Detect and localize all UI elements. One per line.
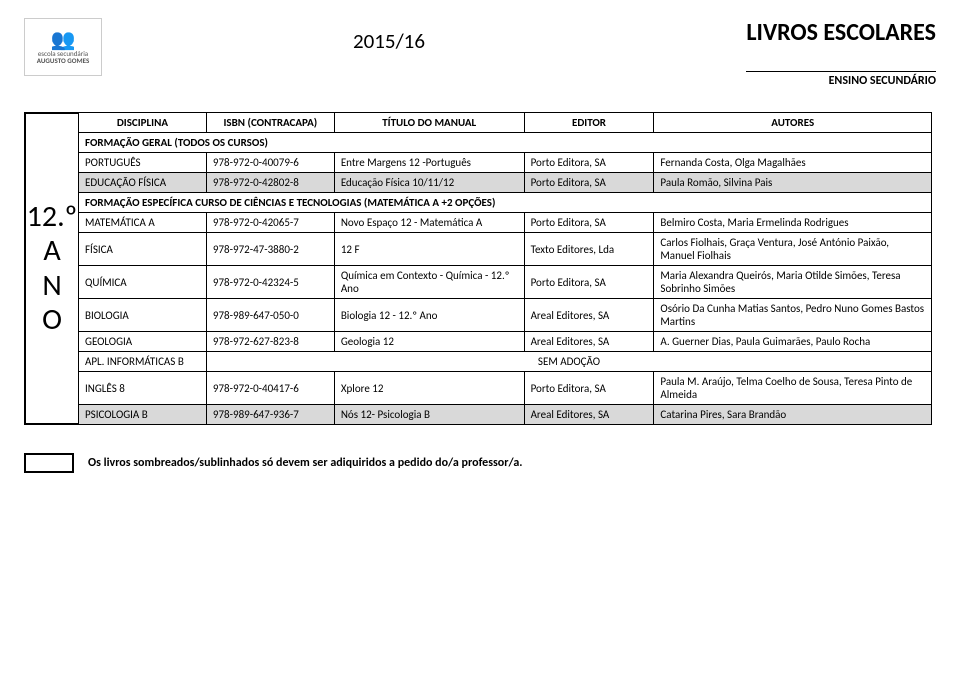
legend-swatch: [24, 453, 74, 473]
cell-disc: APL. INFORMÁTICAS B: [79, 352, 207, 372]
cell-disc: MATEMÁTICA A: [79, 213, 207, 233]
cell-editor: Porto Editora, SA: [524, 153, 654, 173]
cell-titulo: Biologia 12 - 12.º Ano: [334, 299, 524, 332]
grade-letter-o: O: [42, 303, 62, 338]
cell-isbn: 978-972-47-3880-2: [206, 233, 334, 266]
cell-titulo: Geologia 12: [334, 332, 524, 352]
col-isbn: ISBN (CONTRACAPA): [206, 113, 334, 133]
cell-disc: EDUCAÇÃO FÍSICA: [79, 173, 207, 193]
page-subtitle: ENSINO SECUNDÁRIO: [746, 71, 936, 88]
cell-editor: Porto Editora, SA: [524, 173, 654, 193]
cell-editor: Porto Editora, SA: [524, 213, 654, 233]
row-matematica: MATEMÁTICA A 978-972-0-42065-7 Novo Espa…: [79, 213, 932, 233]
grade-letter-n: N: [42, 269, 61, 304]
cell-editor: Areal Editores, SA: [524, 332, 654, 352]
cell-editor: Porto Editora, SA: [524, 266, 654, 299]
cell-titulo: Entre Margens 12 -Português: [334, 153, 524, 173]
cell-titulo: Xplore 12: [334, 372, 524, 405]
cell-isbn: 978-972-627-823-8: [206, 332, 334, 352]
cell-disc: PORTUGUÊS: [79, 153, 207, 173]
cell-aut: Catarina Pires, Sara Brandão: [654, 405, 932, 425]
cell-titulo: Química em Contexto - Química - 12.º Ano: [334, 266, 524, 299]
cell-isbn: 978-989-647-936-7: [206, 405, 334, 425]
row-portugues: PORTUGUÊS 978-972-0-40079-6 Entre Margen…: [79, 153, 932, 173]
cell-aut: Paula Romão, Silvina Pais: [654, 173, 932, 193]
grade-number: 12.º: [27, 200, 78, 235]
cell-disc: FÍSICA: [79, 233, 207, 266]
cell-aut: Fernanda Costa, Olga Magalhães: [654, 153, 932, 173]
footer-note: Os livros sombreados/sublinhados só deve…: [24, 453, 936, 473]
cell-isbn: 978-972-0-40079-6: [206, 153, 334, 173]
row-edfisica: EDUCAÇÃO FÍSICA 978-972-0-42802-8 Educaç…: [79, 173, 932, 193]
cell-aut: Carlos Fiolhais, Graça Ventura, José Ant…: [654, 233, 932, 266]
cell-aut: A. Guerner Dias, Paula Guimarães, Paulo …: [654, 332, 932, 352]
section-geral-label: FORMAÇÃO GERAL (TODOS OS CURSOS): [79, 133, 932, 153]
books-table: DISCIPLINA ISBN (CONTRACAPA) TÍTULO DO M…: [78, 112, 932, 425]
cell-disc: QUÍMICA: [79, 266, 207, 299]
cell-editor: Areal Editores, SA: [524, 299, 654, 332]
cell-aut: Paula M. Araújo, Telma Coelho de Sousa, …: [654, 372, 932, 405]
cell-disc: PSICOLOGIA B: [79, 405, 207, 425]
cell-aut: Maria Alexandra Queirós, Maria Otilde Si…: [654, 266, 932, 299]
cell-titulo: 12 F: [334, 233, 524, 266]
row-aplinf: APL. INFORMÁTICAS B SEM ADOÇÃO: [79, 352, 932, 372]
row-ingles: INGLÊS 8 978-972-0-40417-6 Xplore 12 Por…: [79, 372, 932, 405]
section-espec: FORMAÇÃO ESPECÍFICA CURSO DE CIÊNCIAS E …: [79, 193, 932, 213]
cell-isbn: 978-972-0-42065-7: [206, 213, 334, 233]
logo-line-2: AUGUSTO GOMES: [37, 57, 90, 64]
row-quimica: QUÍMICA 978-972-0-42324-5 Química em Con…: [79, 266, 932, 299]
section-espec-label: FORMAÇÃO ESPECÍFICA CURSO DE CIÊNCIAS E …: [79, 193, 932, 213]
section-geral: FORMAÇÃO GERAL (TODOS OS CURSOS): [79, 133, 932, 153]
school-logo: 👥 escola secundária AUGUSTO GOMES: [24, 18, 102, 76]
cell-titulo: Novo Espaço 12 - Matemática A: [334, 213, 524, 233]
row-fisica: FÍSICA 978-972-47-3880-2 12 F Texto Edit…: [79, 233, 932, 266]
col-editor: EDITOR: [524, 113, 654, 133]
cell-isbn: 978-972-0-42802-8: [206, 173, 334, 193]
page-title: LIVROS ESCOLARES: [746, 18, 936, 47]
cell-isbn: 978-972-0-42324-5: [206, 266, 334, 299]
cell-editor: Porto Editora, SA: [524, 372, 654, 405]
cell-aut: Belmiro Costa, Maria Ermelinda Rodrigues: [654, 213, 932, 233]
cell-isbn: 978-989-647-050-0: [206, 299, 334, 332]
grade-letter-a: A: [43, 234, 60, 269]
grade-column: 12.º A N O: [24, 112, 78, 425]
cell-isbn: 978-972-0-40417-6: [206, 372, 334, 405]
cell-disc: BIOLOGIA: [79, 299, 207, 332]
row-psicologia: PSICOLOGIA B 978-989-647-936-7 Nós 12- P…: [79, 405, 932, 425]
title-block: LIVROS ESCOLARES ENSINO SECUNDÁRIO: [746, 18, 936, 88]
cell-disc: INGLÊS 8: [79, 372, 207, 405]
col-titulo: TÍTULO DO MANUAL: [334, 113, 524, 133]
cell-editor: Texto Editores, Lda: [524, 233, 654, 266]
row-biologia: BIOLOGIA 978-989-647-050-0 Biologia 12 -…: [79, 299, 932, 332]
cell-disc: GEOLOGIA: [79, 332, 207, 352]
col-autores: AUTORES: [654, 113, 932, 133]
cell-aut: Osório Da Cunha Matias Santos, Pedro Nun…: [654, 299, 932, 332]
footer-text: Os livros sombreados/sublinhados só deve…: [88, 456, 522, 470]
main-sheet: 12.º A N O DISCIPLINA ISBN (CONTRACAPA) …: [24, 112, 936, 425]
cell-titulo: Educação Física 10/11/12: [334, 173, 524, 193]
logo-icon: 👥: [51, 30, 76, 50]
cell-titulo: Nós 12- Psicologia B: [334, 405, 524, 425]
cell-sem-adocao: SEM ADOÇÃO: [206, 352, 931, 372]
col-disciplina: DISCIPLINA: [79, 113, 207, 133]
cell-editor: Areal Editores, SA: [524, 405, 654, 425]
row-geologia: GEOLOGIA 978-972-627-823-8 Geologia 12 A…: [79, 332, 932, 352]
table-header-row: DISCIPLINA ISBN (CONTRACAPA) TÍTULO DO M…: [79, 113, 932, 133]
